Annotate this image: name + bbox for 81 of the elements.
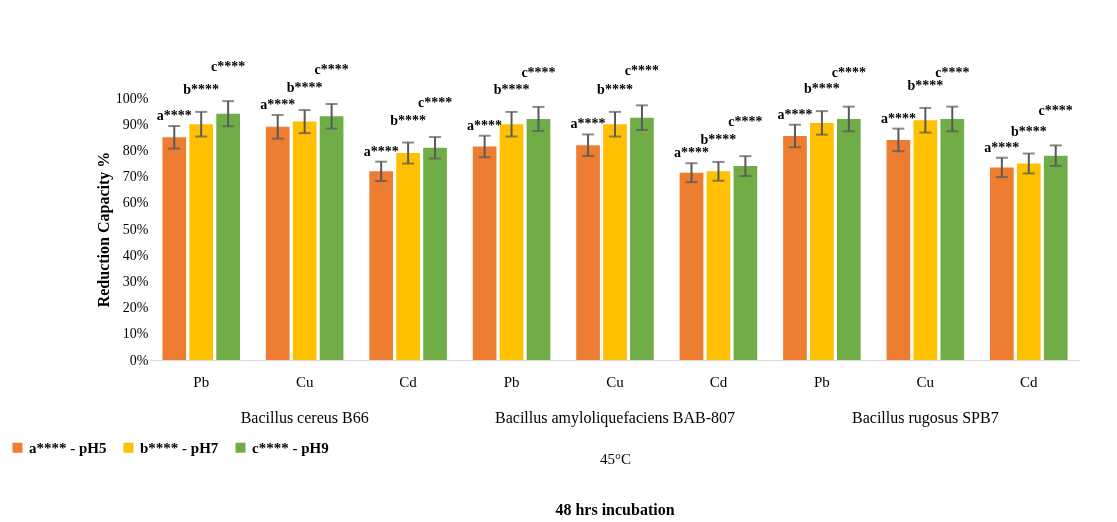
data-label: a****: [880, 110, 916, 126]
y-tick-label: 90%: [122, 116, 149, 132]
data-label: c****: [1038, 103, 1073, 119]
bar: [526, 118, 551, 360]
x-tick-label: Cd: [399, 373, 418, 390]
bar: [265, 126, 290, 360]
data-label: a****: [260, 97, 296, 113]
bar: [189, 124, 214, 360]
data-label: b****: [907, 77, 944, 93]
bar: [396, 153, 420, 360]
bar: [679, 172, 704, 360]
bar: [810, 122, 834, 360]
bar: [940, 118, 965, 360]
x-tick-label: Cd: [1020, 373, 1039, 390]
data-label: b****: [286, 80, 323, 96]
x-tick-label: Pb: [503, 373, 520, 390]
y-tick-label: 80%: [122, 142, 149, 158]
bar: [162, 137, 187, 360]
data-label: b****: [493, 81, 530, 97]
bar: [472, 146, 497, 360]
bar: [319, 116, 344, 360]
y-tick-label: 30%: [122, 273, 149, 289]
data-label: c****: [728, 114, 763, 130]
y-axis-title: Reduction Capacity %: [94, 151, 113, 308]
text: Bacillus rugosus SPB7: [852, 409, 999, 427]
data-label: c****: [314, 62, 349, 78]
text: 48 hrs incubation: [555, 501, 675, 518]
data-label: c****: [521, 64, 556, 80]
bar: [423, 147, 447, 360]
bar: [369, 171, 394, 360]
y-tick-label: 40%: [122, 247, 149, 263]
y-tick-label: 20%: [122, 300, 149, 316]
bar: [216, 113, 240, 360]
data-label: b****: [390, 112, 426, 128]
data-label: c****: [624, 63, 660, 79]
y-tick-label: 70%: [122, 169, 149, 185]
legend-label: b**** - pH7: [140, 439, 219, 456]
bar: [292, 121, 317, 360]
data-label: c****: [211, 59, 246, 75]
x-axis-title: 45°C: [599, 450, 632, 467]
x-tick-label: Pb: [813, 373, 830, 390]
data-label: b****: [700, 131, 737, 147]
y-tick-label: 50%: [122, 221, 149, 237]
bar: [1043, 155, 1068, 360]
data-label: a****: [777, 106, 813, 122]
y-tick-label: 100%: [115, 90, 149, 106]
bar: [990, 167, 1014, 360]
x-tick-label: Cu: [916, 373, 935, 390]
data-label: a****: [984, 139, 1020, 155]
bar: [706, 171, 731, 360]
text: Bacillus cereus B66: [240, 409, 369, 426]
data-label: c****: [417, 95, 453, 111]
y-tick-label: 10%: [122, 326, 149, 342]
legend-label: a**** - pH5: [29, 439, 107, 456]
x-tick-label: Cu: [606, 373, 625, 390]
data-label: a****: [363, 143, 399, 159]
bar: [886, 139, 911, 360]
y-tick-label: 0%: [129, 352, 149, 368]
data-label: c****: [831, 64, 866, 80]
bar: [603, 124, 627, 360]
data-label: a****: [156, 108, 192, 124]
data-label: c****: [935, 64, 970, 80]
legend-label: c**** - pH9: [252, 439, 329, 456]
bar: [630, 117, 654, 360]
bar: [783, 135, 807, 360]
y-tick-label: 60%: [122, 195, 149, 211]
bar: [836, 118, 861, 360]
bar: [1016, 163, 1041, 360]
data-label: b****: [183, 81, 220, 97]
x-tick-label: Pb: [193, 373, 210, 390]
data-label: b****: [804, 81, 840, 97]
data-label: b****: [1010, 123, 1047, 139]
text: Bacillus amyloliquefaciens BAB-807: [495, 409, 735, 427]
data-label: b****: [597, 81, 633, 97]
data-label: a****: [570, 116, 606, 132]
x-tick-label: Cd: [709, 373, 728, 390]
data-label: a****: [467, 117, 503, 133]
x-tick-label: Cu: [295, 373, 314, 390]
data-label: a****: [674, 145, 710, 161]
bar: [733, 166, 758, 360]
bar: [576, 145, 600, 360]
